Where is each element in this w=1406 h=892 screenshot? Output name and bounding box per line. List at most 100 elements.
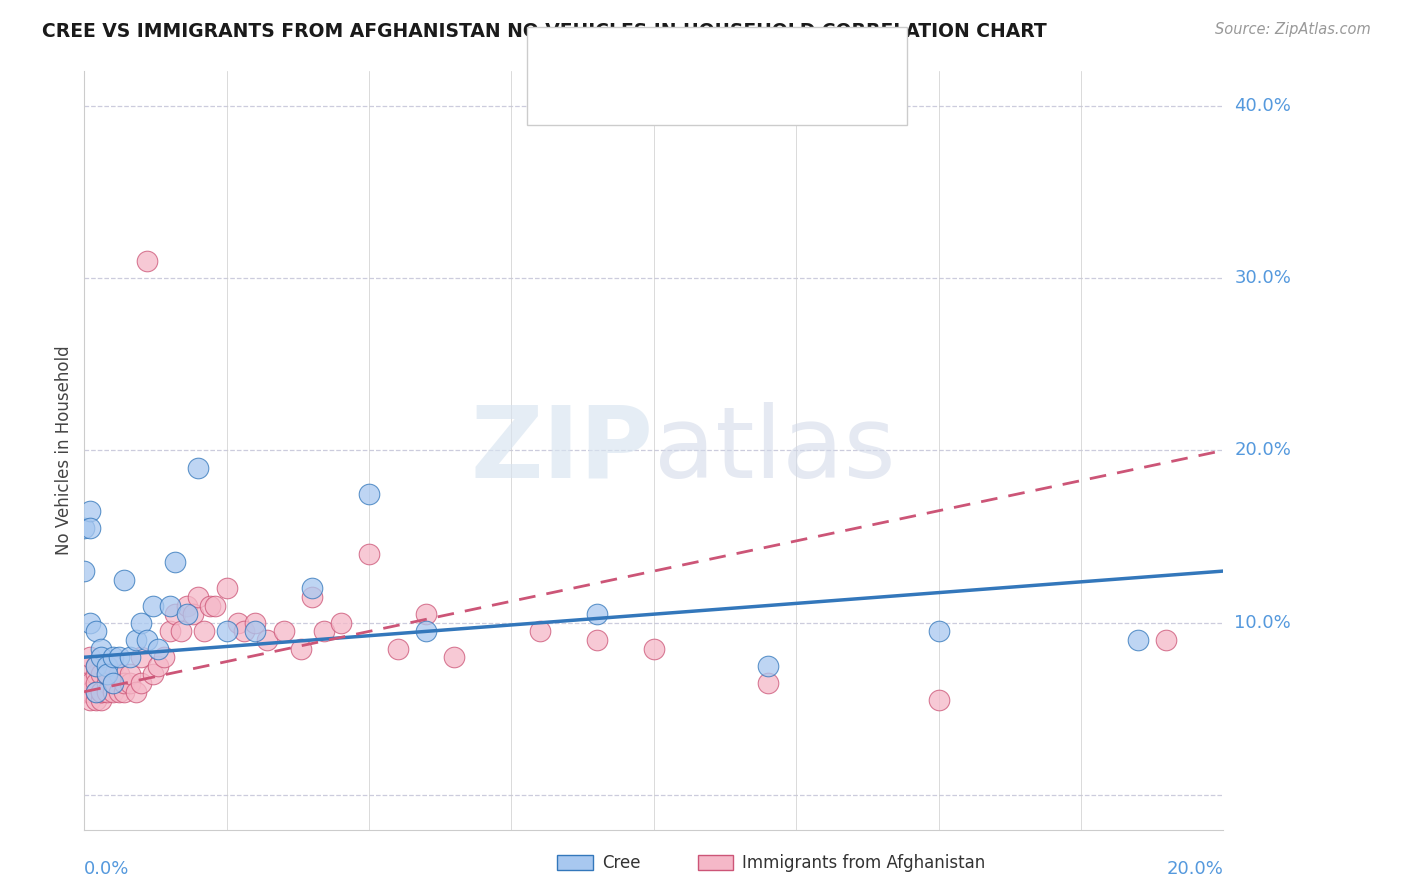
Point: [359, 547, 381, 561]
Point: [215, 624, 238, 639]
Point: [112, 676, 135, 690]
Point: [301, 582, 323, 596]
Point: [756, 676, 779, 690]
Point: [359, 486, 381, 500]
Point: [101, 650, 124, 665]
Point: [90, 650, 112, 665]
FancyBboxPatch shape: [548, 81, 583, 111]
Point: [96, 658, 118, 673]
Point: [142, 599, 165, 613]
Point: [415, 607, 437, 622]
Point: [443, 650, 465, 665]
Point: [79, 521, 101, 535]
Point: [204, 599, 226, 613]
Point: [107, 650, 129, 665]
Point: [136, 253, 159, 268]
Point: [245, 624, 267, 639]
Point: [312, 624, 335, 639]
Text: R =  0.131: R = 0.131: [598, 46, 693, 65]
Point: [176, 607, 198, 622]
Point: [79, 693, 101, 707]
Point: [176, 599, 198, 613]
Point: [101, 676, 124, 690]
Point: [84, 624, 107, 639]
Text: ZIP: ZIP: [471, 402, 654, 499]
Point: [148, 641, 170, 656]
Point: [101, 658, 124, 673]
Point: [226, 615, 249, 630]
Point: [329, 615, 352, 630]
Point: [73, 564, 96, 578]
Point: [79, 684, 101, 698]
Text: 30.0%: 30.0%: [1234, 269, 1291, 287]
Point: [118, 650, 141, 665]
Point: [101, 684, 124, 698]
Point: [586, 633, 609, 648]
Point: [256, 633, 278, 648]
Point: [245, 615, 267, 630]
Point: [153, 650, 176, 665]
Point: [928, 624, 950, 639]
Point: [170, 624, 193, 639]
Point: [387, 641, 409, 656]
Point: [586, 607, 609, 622]
Point: [529, 624, 551, 639]
Point: [101, 676, 124, 690]
Point: [131, 676, 153, 690]
Y-axis label: No Vehicles in Household: No Vehicles in Household: [55, 345, 73, 556]
Point: [84, 658, 107, 673]
Text: N = 64: N = 64: [779, 87, 846, 105]
Point: [1126, 633, 1149, 648]
Text: Immigrants from Afghanistan: Immigrants from Afghanistan: [742, 854, 986, 871]
Point: [90, 641, 112, 656]
Point: [1156, 633, 1178, 648]
Point: [232, 624, 254, 639]
Point: [159, 624, 181, 639]
Text: 20.0%: 20.0%: [1167, 860, 1223, 878]
Point: [90, 684, 112, 698]
Point: [148, 658, 170, 673]
Point: [118, 667, 141, 681]
Point: [165, 556, 187, 570]
Point: [118, 676, 141, 690]
Point: [96, 667, 118, 681]
Point: [131, 650, 153, 665]
Point: [142, 667, 165, 681]
Text: R = 0.259: R = 0.259: [598, 87, 688, 105]
Text: atlas: atlas: [654, 402, 896, 499]
Point: [415, 624, 437, 639]
Text: 40.0%: 40.0%: [1234, 97, 1291, 115]
Text: 20.0%: 20.0%: [1234, 442, 1291, 459]
Point: [165, 607, 187, 622]
Point: [96, 684, 118, 698]
FancyBboxPatch shape: [557, 855, 593, 871]
Point: [112, 573, 135, 587]
Point: [84, 676, 107, 690]
Point: [124, 633, 146, 648]
Point: [84, 693, 107, 707]
Point: [84, 667, 107, 681]
Text: 0.0%: 0.0%: [84, 860, 129, 878]
Point: [756, 658, 779, 673]
Point: [181, 607, 204, 622]
Text: Cree: Cree: [602, 854, 640, 871]
Point: [84, 684, 107, 698]
Text: N = 35: N = 35: [779, 46, 846, 65]
Point: [215, 582, 238, 596]
Point: [273, 624, 295, 639]
Point: [290, 641, 312, 656]
Text: 10.0%: 10.0%: [1234, 614, 1291, 632]
Point: [96, 667, 118, 681]
Point: [90, 667, 112, 681]
FancyBboxPatch shape: [548, 41, 583, 70]
Point: [107, 684, 129, 698]
Point: [84, 658, 107, 673]
Point: [79, 615, 101, 630]
Point: [96, 676, 118, 690]
Point: [136, 633, 159, 648]
Point: [187, 460, 209, 475]
Point: [79, 504, 101, 518]
Point: [84, 684, 107, 698]
Point: [193, 624, 215, 639]
Point: [643, 641, 665, 656]
